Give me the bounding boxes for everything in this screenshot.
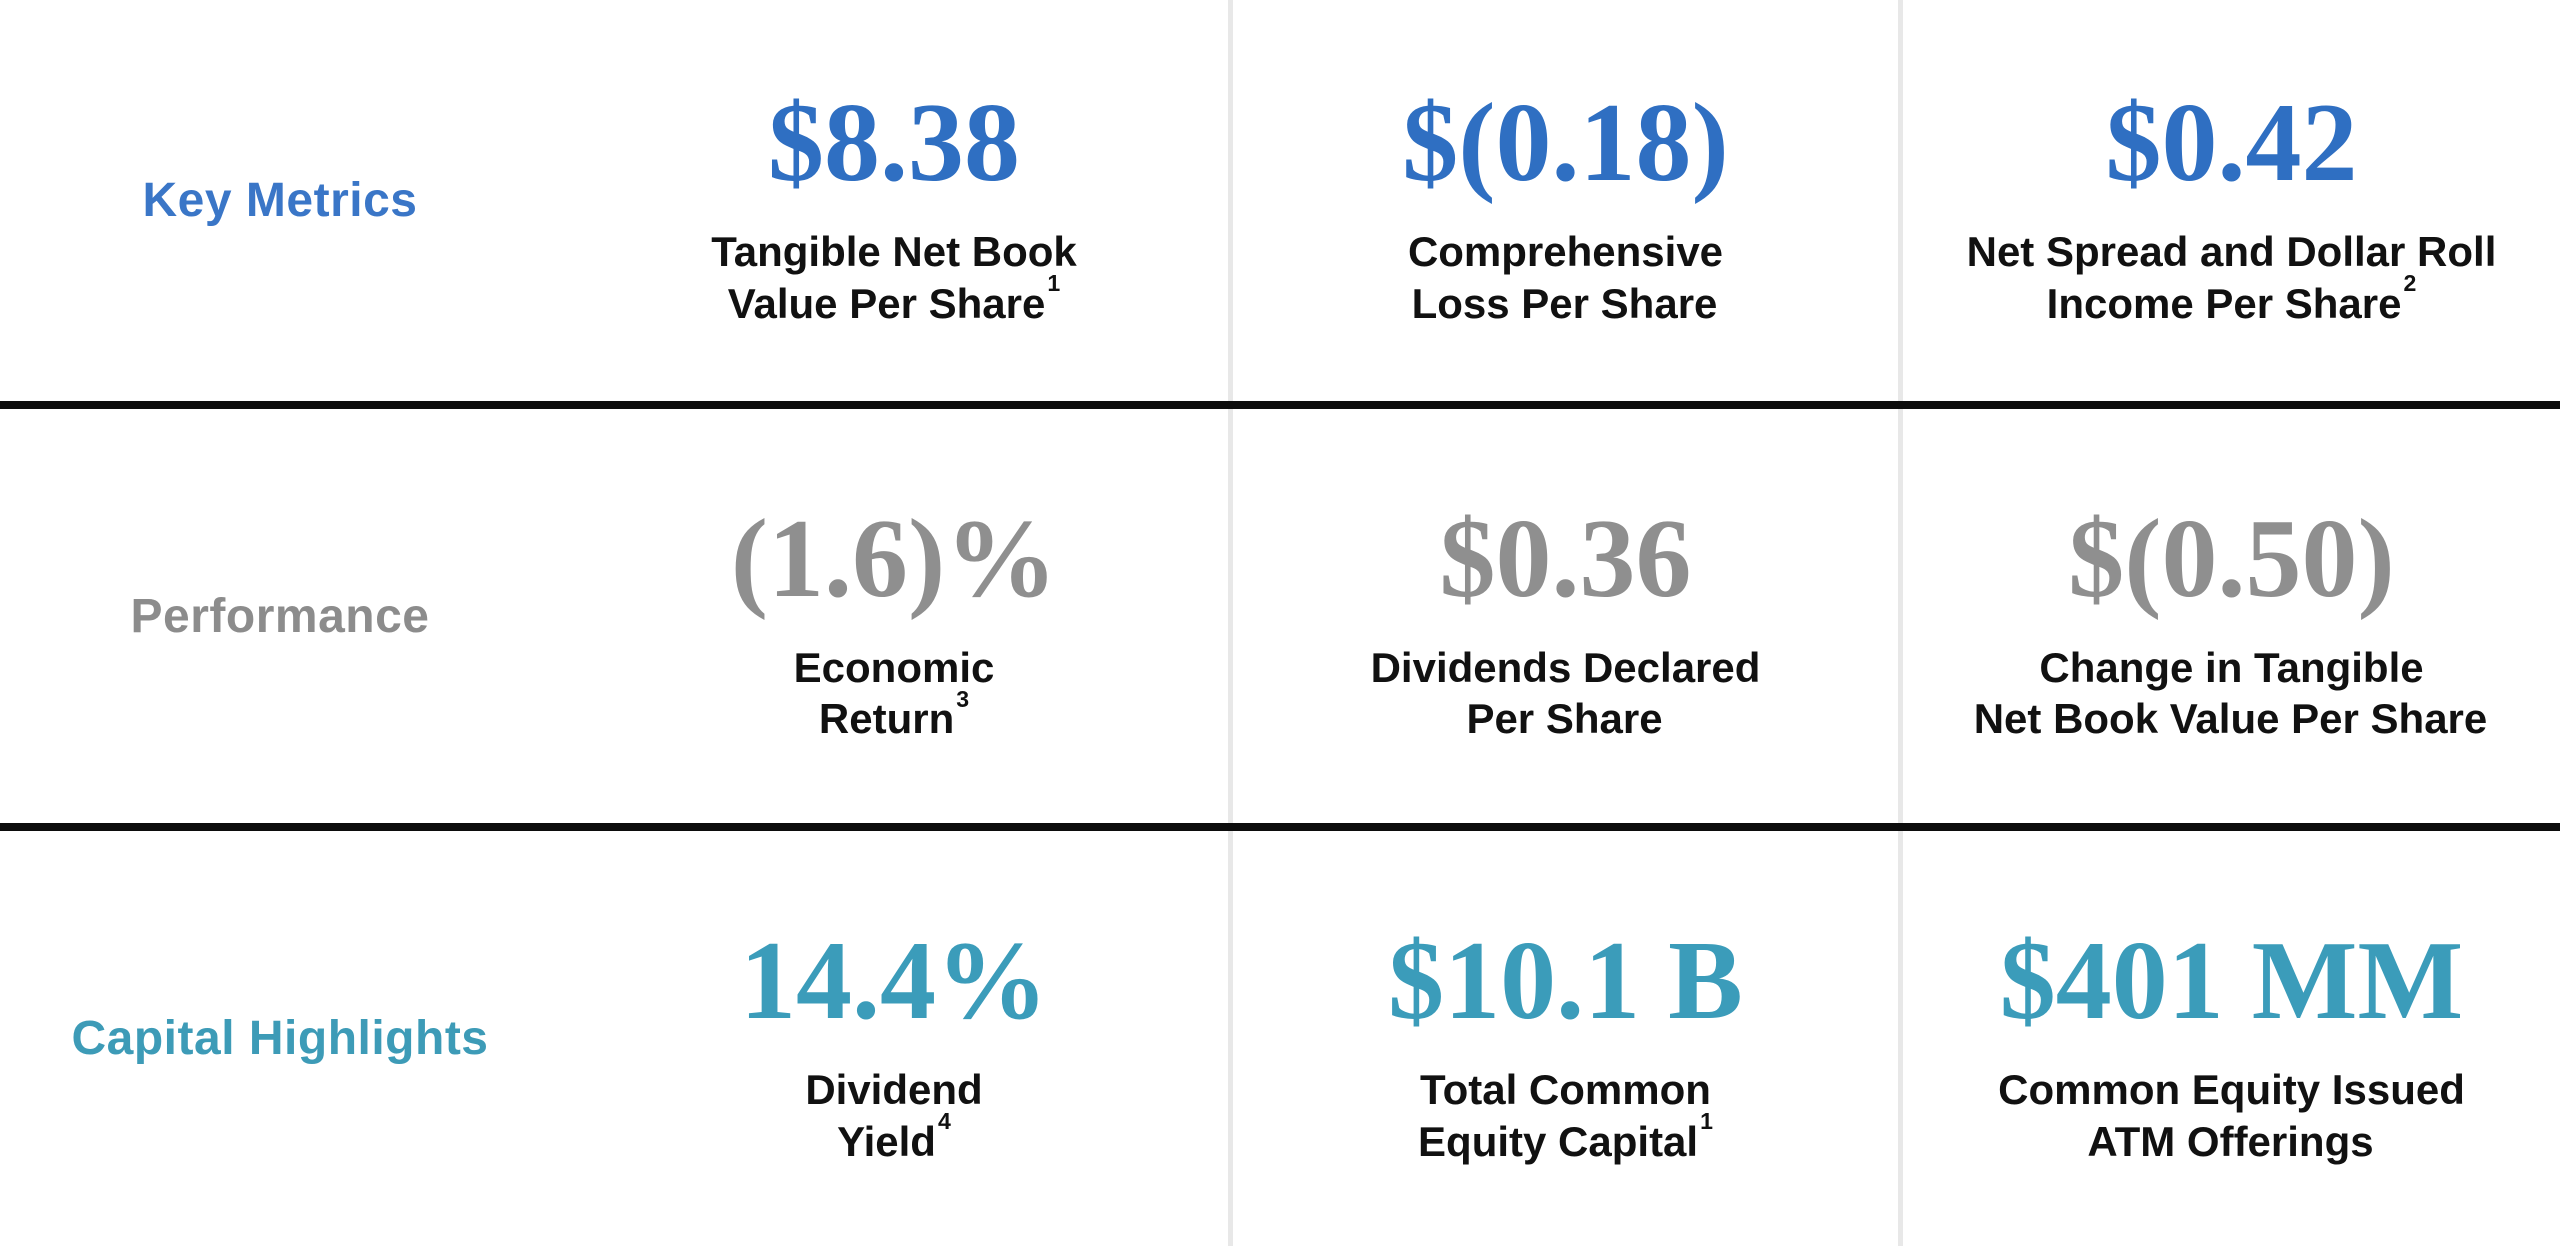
metric-cell-dividends-declared: $0.36 Dividends Declared Per Share bbox=[1228, 409, 1898, 823]
metric-value: $0.36 bbox=[1439, 496, 1692, 621]
metrics-row-performance: Performance (1.6)% Economic Return3 $0.3… bbox=[0, 401, 2560, 823]
footnote-sup: 1 bbox=[1047, 270, 1061, 297]
metric-cell-economic-return: (1.6)% Economic Return3 bbox=[560, 409, 1228, 823]
metrics-row-key-metrics: Key Metrics $8.38 Tangible Net Book Valu… bbox=[0, 0, 2560, 401]
metric-caption: Common Equity Issued ATM Offerings bbox=[1998, 1066, 2465, 1165]
metric-cell-comprehensive-loss: $(0.18) Comprehensive Loss Per Share bbox=[1228, 0, 1898, 401]
footnote-sup: 3 bbox=[956, 685, 970, 712]
footnote-sup: 1 bbox=[1700, 1108, 1713, 1135]
row-label-cell: Performance bbox=[0, 409, 560, 823]
metric-value: $0.42 bbox=[2105, 81, 2358, 206]
metrics-row-capital-highlights: Capital Highlights 14.4% Dividend Yield4… bbox=[0, 823, 2560, 1246]
row-label-performance: Performance bbox=[130, 589, 430, 643]
metric-cell-total-common-equity: $10.1 B Total Common Equity Capital1 bbox=[1228, 831, 1898, 1246]
metric-value: $(0.18) bbox=[1402, 81, 1729, 206]
metric-cell-tangible-net-book-value: $8.38 Tangible Net Book Value Per Share1 bbox=[560, 0, 1228, 401]
metric-caption: Change in Tangible Net Book Value Per Sh… bbox=[1973, 643, 2488, 743]
metric-caption: Tangible Net Book Value Per Share1 bbox=[711, 228, 1077, 327]
metric-value: $8.38 bbox=[768, 81, 1020, 206]
metric-caption: Dividend Yield4 bbox=[805, 1066, 983, 1165]
metric-cell-net-spread-dollar-roll: $0.42 Net Spread and Dollar Roll Income … bbox=[1898, 0, 2560, 401]
metric-caption: Economic Return3 bbox=[793, 643, 995, 743]
metric-value: 14.4% bbox=[740, 919, 1048, 1044]
metric-value: $(0.50) bbox=[2068, 496, 2395, 621]
metric-cell-dividend-yield: 14.4% Dividend Yield4 bbox=[560, 831, 1228, 1246]
row-label-cell: Capital Highlights bbox=[0, 831, 560, 1246]
metric-caption: Dividends Declared Per Share bbox=[1370, 643, 1761, 743]
metric-caption: Net Spread and Dollar Roll Income Per Sh… bbox=[1966, 228, 2497, 327]
row-label-cell: Key Metrics bbox=[0, 0, 560, 401]
metric-cell-common-equity-issued-atm: $401 MM Common Equity Issued ATM Offerin… bbox=[1898, 831, 2560, 1246]
footnote-sup: 4 bbox=[937, 1108, 951, 1135]
metric-value: (1.6)% bbox=[730, 496, 1058, 621]
metric-caption: Comprehensive Loss Per Share bbox=[1407, 228, 1724, 327]
metric-cell-change-in-tnbv: $(0.50) Change in Tangible Net Book Valu… bbox=[1898, 409, 2560, 823]
metric-caption: Total Common Equity Capital1 bbox=[1418, 1066, 1713, 1165]
footnote-sup: 2 bbox=[2403, 270, 2417, 297]
metric-value: $10.1 B bbox=[1388, 919, 1743, 1044]
metric-value: $401 MM bbox=[1999, 919, 2464, 1044]
row-label-capital-highlights: Capital Highlights bbox=[71, 1012, 489, 1065]
row-label-key-metrics: Key Metrics bbox=[142, 174, 418, 227]
